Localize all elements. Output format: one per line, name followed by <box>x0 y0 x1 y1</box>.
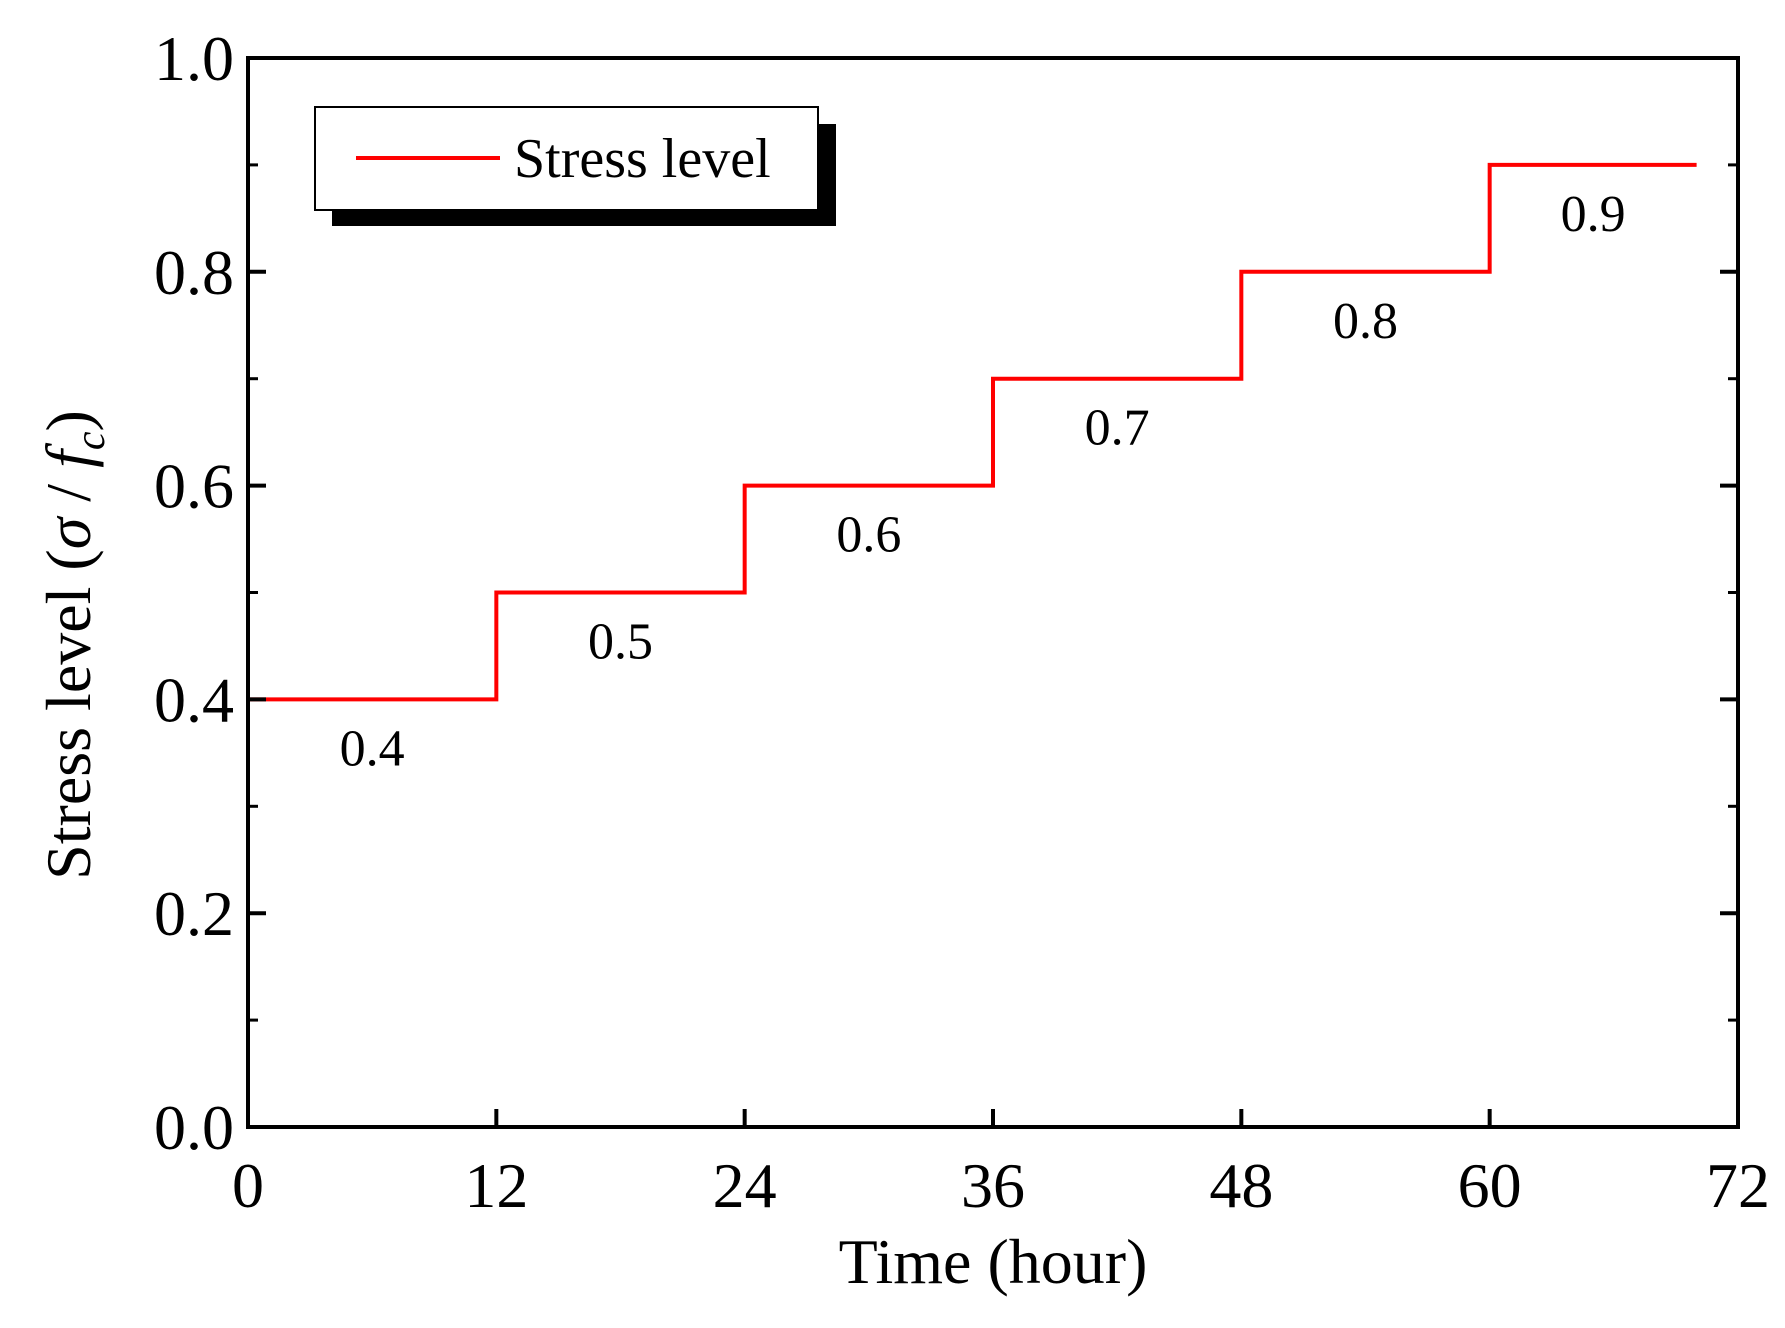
legend-label: Stress level <box>514 128 771 190</box>
plot-frame <box>246 56 1740 1129</box>
x-tick-label: 0 <box>232 1150 264 1221</box>
y-tick-label: 0.8 <box>154 237 234 308</box>
legend: Stress level <box>314 106 836 226</box>
step-value-label: 0.9 <box>1561 186 1626 243</box>
annotation-layer: 0.4 0.5 0.6 0.7 0.8 0.9 <box>340 186 1626 778</box>
y-tick-label: 0.4 <box>154 664 234 735</box>
y-tick-label: 1.0 <box>154 23 234 94</box>
y-axis-label-slash: / <box>33 468 104 518</box>
x-tick-label: 12 <box>464 1150 528 1221</box>
step-value-label: 0.7 <box>1085 400 1150 457</box>
y-tick-label: 0.2 <box>154 878 234 949</box>
x-tick-label: 24 <box>713 1150 777 1221</box>
x-tick-label: 60 <box>1458 1150 1522 1221</box>
series-line-stress-level <box>246 162 1697 1127</box>
y-tick-label: 0.6 <box>154 451 234 522</box>
tick-layer: 0 12 24 36 48 60 72 0.0 0.2 0.4 0.6 0.8 1.0 <box>154 23 1770 1221</box>
y-axis-label-prefix: Stress level ( <box>33 549 104 880</box>
x-tick-label: 72 <box>1706 1150 1770 1221</box>
y-axis-label: Stress level (σ / fc) <box>33 410 114 880</box>
y-axis-label-sigma: σ <box>33 515 104 549</box>
step-value-label: 0.6 <box>836 507 901 564</box>
x-axis-label: Time (hour) <box>839 1226 1148 1297</box>
step-value-label: 0.8 <box>1333 293 1398 350</box>
y-axis-label-suffix: ) <box>33 410 104 431</box>
y-tick-label: 0.0 <box>154 1092 234 1163</box>
step-value-label: 0.5 <box>588 614 653 671</box>
x-tick-label: 48 <box>1209 1150 1273 1221</box>
series-layer <box>246 162 1697 1127</box>
y-axis-label-sub: c <box>68 431 114 450</box>
x-tick-label: 36 <box>961 1150 1025 1221</box>
step-value-label: 0.4 <box>340 720 405 777</box>
